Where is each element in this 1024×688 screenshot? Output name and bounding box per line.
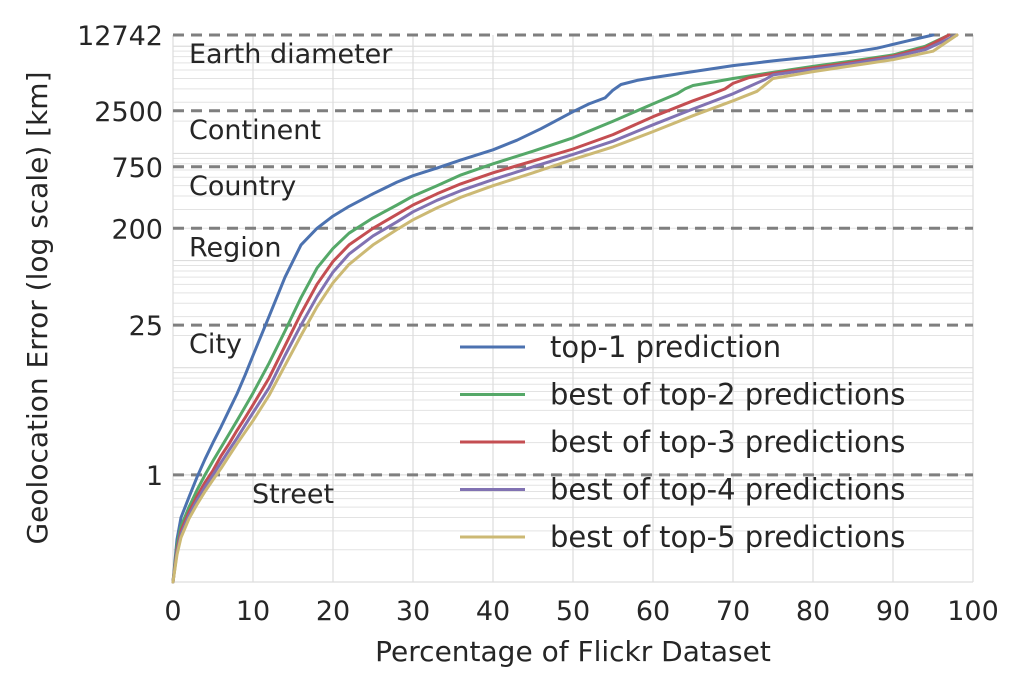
legend-entry: best of top-5 predictions: [550, 520, 905, 554]
tick-labels: 0 10 20 30 40 50 60 70 80 90 100 1 25 200 750 2500 12742: [77, 21, 999, 627]
threshold-annotation: Street: [252, 479, 334, 510]
y-tick-label: 12742: [77, 21, 163, 52]
y-tick-label: 1: [146, 461, 163, 492]
x-tick-label: 0: [164, 596, 181, 627]
legend: top-1 prediction best of top-2 prediction…: [460, 330, 905, 554]
series-line: [171, 33, 951, 584]
grid: [172, 35, 974, 583]
threshold-annotation: Country: [189, 171, 296, 202]
y-axis-label: Geolocation Error (log scale) [km]: [21, 71, 54, 544]
legend-entry: best of top-3 predictions: [550, 425, 905, 459]
series-line: [171, 33, 935, 584]
y-tick-label: 2500: [94, 97, 163, 128]
legend-entry: best of top-2 predictions: [550, 378, 905, 412]
x-tick-label: 70: [716, 596, 750, 627]
legend-entry: best of top-4 predictions: [550, 473, 905, 507]
y-tick-label: 750: [111, 153, 163, 184]
threshold-annotation: Earth diameter: [189, 39, 393, 70]
x-tick-label: 20: [316, 596, 350, 627]
x-tick-label: 50: [556, 596, 590, 627]
x-tick-label: 90: [876, 596, 910, 627]
threshold-annotation: City: [189, 329, 242, 360]
threshold-annotation: Continent: [189, 115, 321, 146]
threshold-annotations: Earth diameter Continent Country Region City…: [189, 39, 393, 510]
y-tick-label: 200: [111, 214, 163, 245]
y-tick-label: 25: [129, 311, 163, 342]
x-tick-label: 80: [796, 596, 830, 627]
x-tick-label: 30: [396, 596, 430, 627]
x-tick-label: 10: [236, 596, 270, 627]
series-line: [171, 33, 959, 584]
x-axis-label: Percentage of Flickr Dataset: [375, 635, 771, 668]
threshold-annotation: Region: [189, 232, 281, 263]
x-tick-label: 40: [476, 596, 510, 627]
series-lines: [171, 33, 959, 584]
series-line: [171, 33, 959, 584]
x-tick-label: 60: [636, 596, 670, 627]
legend-entry: top-1 prediction: [550, 330, 781, 364]
x-tick-label: 100: [947, 596, 999, 627]
series-line: [171, 33, 951, 584]
